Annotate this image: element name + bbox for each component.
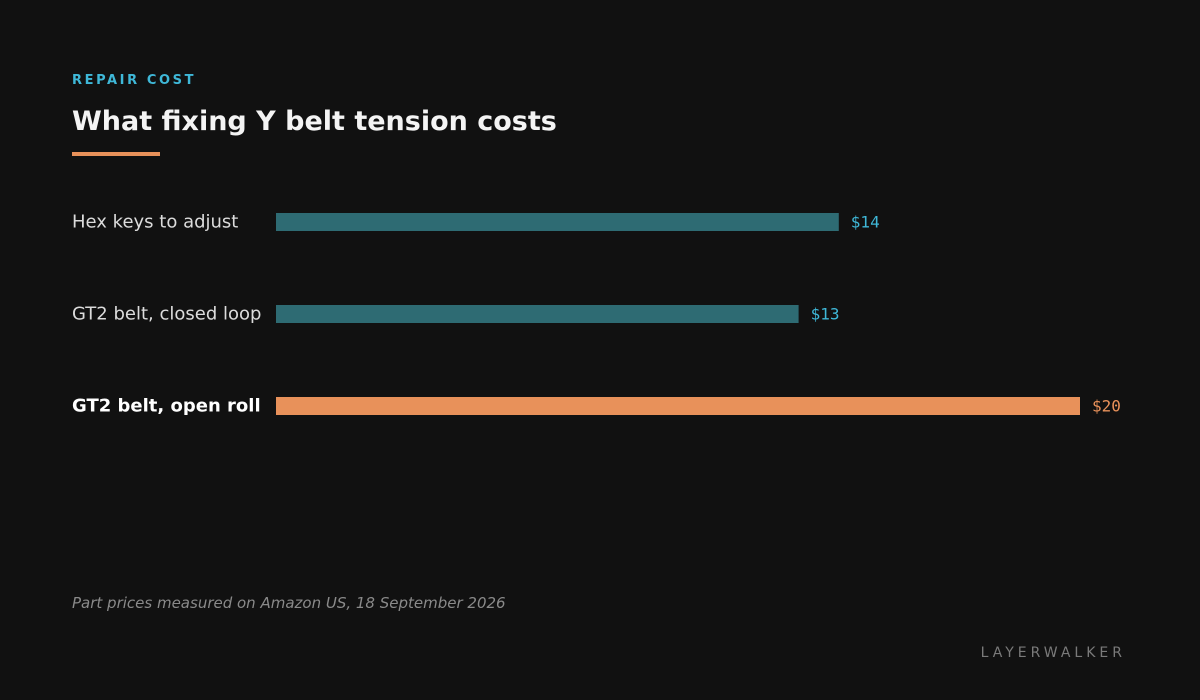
value-label: $13: [811, 305, 840, 324]
category-label: Hex keys to adjust: [72, 212, 238, 233]
bar: [276, 305, 799, 323]
brand-wordmark: LAYERWALKER: [980, 645, 1126, 661]
value-label: $14: [851, 213, 880, 232]
bar: [276, 213, 839, 231]
source-note: Part prices measured on Amazon US, 18 Se…: [72, 594, 506, 612]
category-label: GT2 belt, open roll: [72, 396, 261, 417]
title-underline: [72, 152, 160, 156]
chart-eyebrow: REPAIR COST: [72, 73, 197, 88]
category-label: GT2 belt, closed loop: [72, 304, 261, 325]
bar: [276, 397, 1080, 415]
chart-title: What fixing Y belt tension costs: [72, 106, 557, 137]
value-label: $20: [1092, 397, 1121, 416]
